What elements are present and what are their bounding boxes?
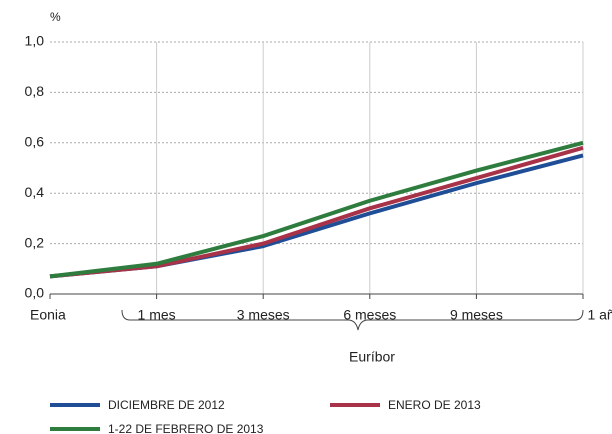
- y-tick-label: 0,4: [25, 184, 45, 200]
- y-unit: %: [50, 10, 61, 24]
- line: [49, 153, 584, 279]
- legend-label: DICIEMBRE DE 2012: [108, 398, 225, 412]
- y-tick-label: 0,2: [25, 234, 45, 250]
- legend-label: ENERO DE 2013: [388, 398, 481, 412]
- x-tick-label: 9 meses: [450, 307, 503, 323]
- line: [49, 145, 584, 279]
- y-tick-label: 1,0: [25, 33, 45, 49]
- annotation: Euríbor: [349, 349, 395, 365]
- x-tick-label: 1 año: [587, 307, 612, 323]
- line: [49, 140, 584, 279]
- x-tick-label: Eonia: [30, 307, 66, 323]
- brace: [121, 309, 584, 331]
- y-tick-label: 0,0: [25, 285, 45, 301]
- y-tick-label: 0,8: [25, 83, 45, 99]
- x-tick-label: 6 meses: [343, 307, 396, 323]
- x-tick-label: 1 mes: [138, 307, 176, 323]
- legend-label: 1-22 DE FEBRERO DE 2013: [108, 422, 264, 434]
- y-tick-label: 0,6: [25, 134, 45, 150]
- x-tick-label: 3 meses: [237, 307, 290, 323]
